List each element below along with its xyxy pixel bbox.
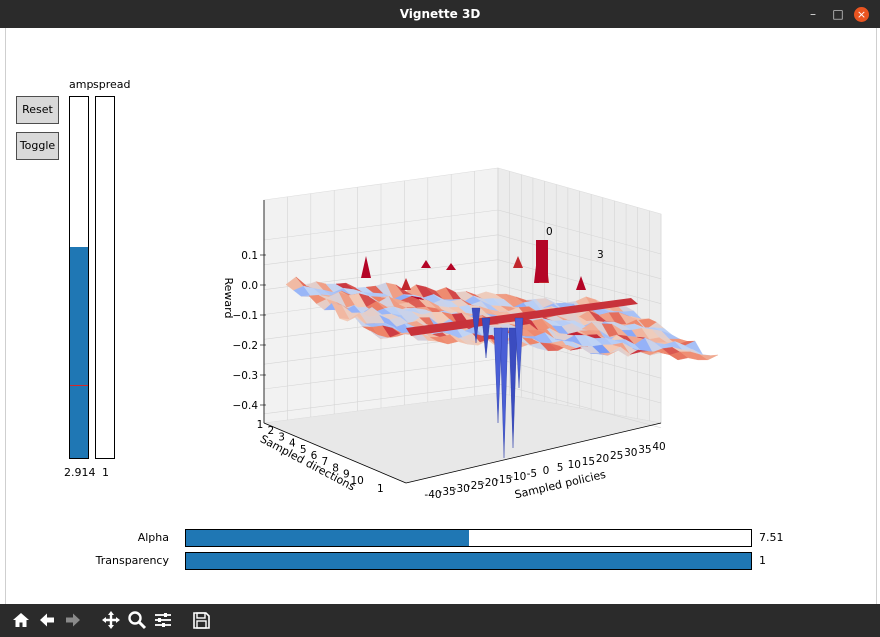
configure-icon[interactable] bbox=[152, 609, 174, 631]
minimize-button[interactable]: – bbox=[810, 7, 816, 21]
alpha-slider-value: 7.51 bbox=[759, 531, 784, 544]
x-tick-label: -30 bbox=[453, 483, 470, 495]
x-tick-label: 0 bbox=[543, 465, 550, 477]
z-tick-label: −0.4 bbox=[233, 400, 259, 412]
annotation-3: 3 bbox=[597, 249, 604, 261]
save-icon[interactable] bbox=[190, 609, 212, 631]
close-button[interactable]: × bbox=[854, 7, 869, 22]
z-axis-label: Reward bbox=[222, 278, 235, 319]
x-tick-label: 20 bbox=[596, 453, 609, 465]
alpha-slider-fill bbox=[186, 530, 469, 546]
y-tick-label: 4 bbox=[289, 438, 296, 450]
x-axis-line bbox=[405, 422, 662, 484]
x-tick-label: 40 bbox=[652, 441, 665, 453]
transparency-slider-label: Transparency bbox=[95, 554, 169, 567]
x-ticks: -40-35-30-25-20-15-10 -5 0 5 10 15 20 25 30 35 40 bbox=[424, 441, 665, 501]
navigation-toolbar bbox=[0, 604, 880, 637]
x-tick-label: -25 bbox=[467, 480, 484, 492]
window-title: Vignette 3D bbox=[399, 7, 481, 21]
y-tick-label: 5 bbox=[300, 444, 307, 456]
z-tick-label: 0.1 bbox=[241, 250, 258, 262]
x-tick-label: -35 bbox=[439, 486, 456, 498]
window-titlebar: Vignette 3D – □ × bbox=[0, 0, 880, 28]
x-tick-label: 25 bbox=[610, 450, 623, 462]
transparency-slider[interactable] bbox=[185, 552, 752, 570]
amp-slider-initial-marker bbox=[70, 384, 88, 386]
reset-button[interactable]: Reset bbox=[16, 96, 59, 124]
amp-slider-fill bbox=[70, 246, 88, 458]
z-tick-label: 0.0 bbox=[241, 280, 258, 292]
z-tick-label: −0.3 bbox=[233, 370, 259, 382]
zoom-icon[interactable] bbox=[126, 609, 148, 631]
annotation-0: 0 bbox=[546, 226, 553, 238]
z-ticks: 0.1 0.0 −0.1 −0.2 −0.3 −0.4 bbox=[233, 250, 266, 412]
y-tick-label: 10 bbox=[351, 475, 364, 487]
transparency-slider-value: 1 bbox=[759, 554, 766, 567]
y-axis-line bbox=[263, 422, 407, 484]
x-tick-label: -10 bbox=[509, 471, 526, 483]
surface-spikes bbox=[361, 240, 586, 459]
x-tick-label: -5 bbox=[527, 468, 537, 480]
y-tick-label: 2 bbox=[267, 425, 274, 437]
amp-slider[interactable] bbox=[69, 96, 89, 459]
x-tick-label: 35 bbox=[638, 444, 651, 456]
z-tick-label: −0.2 bbox=[233, 340, 259, 352]
x-tick-label: -20 bbox=[481, 477, 498, 489]
alpha-slider-label: Alpha bbox=[137, 531, 169, 544]
x-tick-label: -15 bbox=[495, 474, 512, 486]
y-tick-label: 1 bbox=[257, 419, 264, 431]
x-tick-label: 10 bbox=[568, 459, 581, 471]
transparency-slider-fill bbox=[186, 553, 751, 569]
pan-icon[interactable] bbox=[100, 609, 122, 631]
spread-slider-value: 1 bbox=[102, 466, 109, 479]
x-tick-label: 5 bbox=[557, 462, 564, 474]
figure-canvas: Reset Toggle amp 2.914 spread 1 0.1 0.0 −0… bbox=[5, 28, 877, 604]
y-tick-label: 8 bbox=[332, 462, 339, 474]
y-extra-tick: 1 bbox=[377, 483, 384, 495]
x-tick-label: 15 bbox=[582, 456, 595, 468]
maximize-button[interactable]: □ bbox=[832, 7, 844, 21]
y-tick-label: 9 bbox=[343, 469, 350, 481]
back-arrow-icon[interactable] bbox=[36, 609, 58, 631]
x-tick-label: -40 bbox=[424, 489, 441, 501]
spread-slider[interactable] bbox=[95, 96, 115, 459]
amp-slider-value: 2.914 bbox=[64, 466, 96, 479]
x-tick-label: 30 bbox=[624, 447, 637, 459]
y-tick-label: 7 bbox=[321, 456, 328, 468]
amp-slider-label: amp bbox=[69, 78, 94, 91]
toggle-button[interactable]: Toggle bbox=[16, 132, 59, 160]
surface-plot[interactable]: 0.10.0−0.1−0.2−0.3−0.4 -40-35-30-25-20-1… bbox=[6, 28, 876, 604]
home-icon[interactable] bbox=[10, 609, 32, 631]
alpha-slider[interactable] bbox=[185, 529, 752, 547]
z-tick-label: −0.1 bbox=[233, 310, 259, 322]
y-tick-label: 6 bbox=[311, 450, 318, 462]
reward-surface bbox=[285, 276, 719, 361]
forward-arrow-icon[interactable] bbox=[62, 609, 84, 631]
y-tick-label: 3 bbox=[278, 431, 285, 443]
spread-slider-label: spread bbox=[93, 78, 131, 91]
